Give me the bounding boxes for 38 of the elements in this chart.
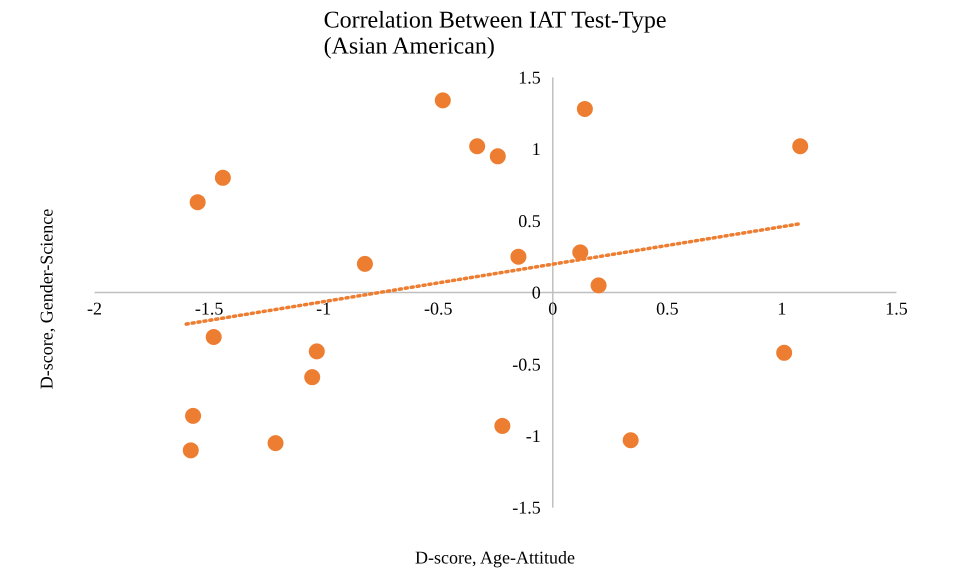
point: [576, 100, 593, 117]
point: [182, 442, 199, 458]
point: [469, 138, 486, 154]
point: [185, 408, 202, 424]
point: [490, 148, 506, 164]
point: [434, 92, 451, 108]
point: [622, 432, 639, 448]
y-tick-label: -1: [526, 426, 541, 446]
x-tick-label: 1: [777, 298, 786, 319]
chart-title: Correlation Between IAT Test-Type (Asian American): [324, 8, 667, 60]
x-tick-label: -0.5: [424, 298, 452, 319]
y-tick-label: 1.5: [518, 67, 541, 88]
point: [190, 194, 206, 210]
x-tick-label: 0: [548, 298, 558, 319]
point: [214, 170, 231, 186]
point: [268, 435, 284, 452]
x-tick-label: 0.5: [656, 298, 679, 319]
point: [494, 418, 510, 434]
point: [776, 344, 792, 361]
y-tick-label: 0: [532, 282, 541, 303]
x-tick-label: -1: [316, 298, 332, 319]
point: [590, 277, 607, 294]
point: [206, 329, 222, 345]
y-axis-title: D-score, Gender-Science: [36, 208, 56, 390]
y-tick-label: 1: [532, 139, 541, 160]
x-axis-title: D-score, Age-Attitude: [415, 548, 575, 568]
y-tick-label: -0.5: [512, 354, 541, 374]
point: [356, 256, 373, 272]
point: [510, 248, 526, 265]
x-tick-label: -2: [87, 298, 102, 319]
y-tick-label: 0.5: [518, 210, 541, 231]
point: [304, 369, 320, 386]
point: [792, 138, 808, 154]
x-tick-label: -1.5: [194, 298, 224, 319]
point: [572, 244, 588, 260]
point: [308, 343, 325, 360]
y-tick-label: -1.5: [512, 498, 541, 518]
x-tick-label: 1.5: [885, 298, 908, 319]
